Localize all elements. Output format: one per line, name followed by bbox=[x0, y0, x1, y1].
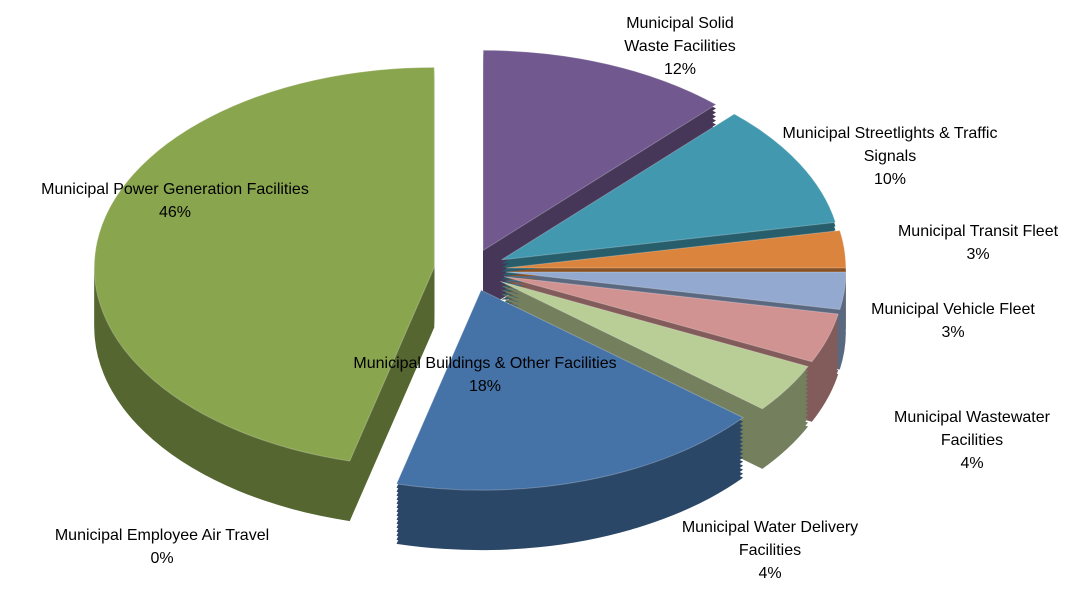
value-label: 18% bbox=[468, 378, 502, 395]
slice bbox=[505, 229, 847, 269]
data-label: Municipal Vehicle Fleet 3% bbox=[833, 298, 1073, 344]
data-label: Municipal Solid Waste Facilities 12% bbox=[610, 12, 750, 81]
slice-side bbox=[376, 346, 462, 541]
category-label: Municipal Power Generation Facilities bbox=[41, 181, 309, 198]
slice-side bbox=[376, 338, 462, 533]
value-label: 10% bbox=[873, 171, 907, 188]
category-label: Municipal Employee Air Travel bbox=[54, 527, 270, 544]
data-label: Municipal Water Delivery Facilities 4% bbox=[650, 516, 890, 585]
slice bbox=[93, 66, 435, 462]
value-label: 0% bbox=[150, 550, 174, 567]
category-label: Municipal Buildings & Other Facilities bbox=[353, 355, 617, 372]
data-label: Municipal Transit Fleet 3% bbox=[858, 220, 1078, 266]
value-label: 3% bbox=[941, 324, 965, 341]
value-label: 4% bbox=[758, 565, 782, 582]
slice bbox=[500, 280, 809, 410]
slice bbox=[501, 113, 837, 261]
value-label: 4% bbox=[960, 455, 984, 472]
category-label: Municipal Vehicle Fleet bbox=[871, 301, 1035, 318]
data-label: Municipal Streetlights & Traffic Signals… bbox=[775, 122, 1005, 191]
slice bbox=[395, 289, 745, 491]
category-label: Municipal Transit Fleet bbox=[897, 223, 1059, 240]
category-label: Municipal Water Delivery Facilities bbox=[681, 519, 859, 559]
category-label: Municipal Solid Waste Facilities bbox=[624, 15, 736, 55]
category-label: Municipal Streetlights & Traffic Signals bbox=[782, 125, 998, 165]
data-label: Municipal Buildings & Other Facilities 18… bbox=[350, 352, 620, 398]
data-label: Municipal Employee Air Travel 0% bbox=[47, 524, 277, 570]
slice bbox=[505, 271, 847, 311]
slice-side bbox=[376, 350, 462, 545]
slice bbox=[504, 276, 839, 363]
data-label: Municipal Power Generation Facilities 46% bbox=[35, 178, 315, 224]
slice-side bbox=[376, 342, 462, 537]
value-label: 46% bbox=[158, 204, 192, 221]
slice bbox=[482, 49, 717, 252]
value-label: 12% bbox=[663, 61, 697, 78]
category-label: Municipal Wastewater Facilities bbox=[894, 409, 1050, 449]
data-label: Municipal Wastewater Facilities 4% bbox=[872, 406, 1072, 475]
value-label: 3% bbox=[966, 246, 990, 263]
